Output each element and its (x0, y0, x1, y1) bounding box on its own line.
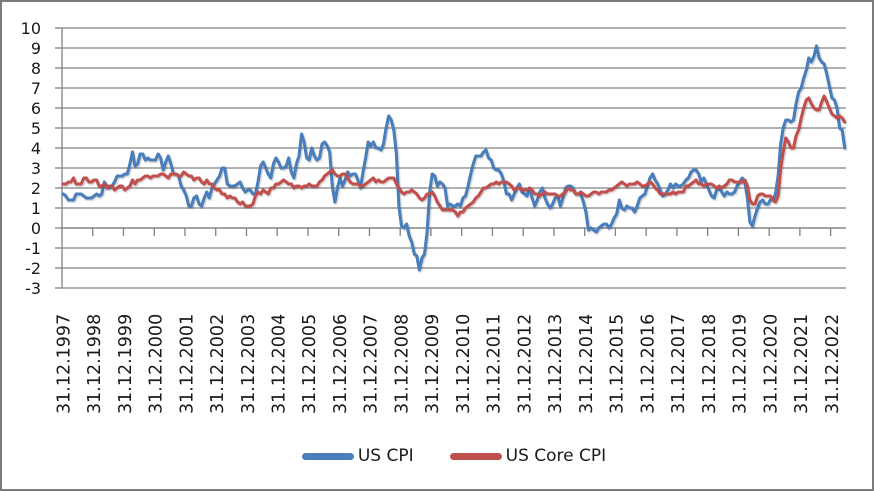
y-axis-label: 9 (31, 39, 41, 58)
x-axis-label: 31.12.2009 (423, 314, 443, 414)
x-axis-label: 31.12.2005 (300, 314, 320, 414)
x-axis-label: 31.12.2001 (177, 314, 197, 414)
x-axis-label: 31.12.2018 (700, 314, 720, 414)
legend-item-us-cpi: US CPI (301, 446, 414, 466)
x-axis-label: 31.12.2000 (147, 314, 167, 414)
x-axis-label: 31.12.2021 (792, 314, 812, 414)
x-axis-label: 31.12.2017 (669, 314, 689, 414)
y-axis-label: 4 (31, 139, 41, 158)
y-axis-label: 10 (21, 19, 41, 38)
y-axis-label: 0 (31, 219, 41, 238)
y-axis-label: 6 (31, 99, 41, 118)
x-axis-label: 31.12.2015 (608, 314, 628, 414)
x-axis-label: 31.12.2019 (731, 314, 751, 414)
x-axis-label: 31.12.2013 (546, 314, 566, 414)
x-axis-label: 31.12.2022 (823, 314, 843, 414)
y-axis-label: 3 (31, 159, 41, 178)
us-cpi-legend-label: US CPI (357, 446, 414, 466)
us-cpi-line-swatch (301, 452, 354, 460)
legend-item-us-core-cpi: US Core CPI (449, 446, 607, 466)
x-axis-label: 31.12.2016 (638, 314, 658, 414)
x-axis-label: 31.12.2010 (454, 314, 474, 414)
x-axis-label: 31.12.2020 (761, 314, 781, 414)
y-axis-label: 7 (31, 79, 41, 98)
y-axis-label: 8 (31, 59, 41, 78)
us-core-cpi-line (61, 94, 847, 218)
x-axis-label: 31.12.2007 (362, 314, 382, 414)
us-core-cpi-line-swatch (449, 452, 502, 460)
y-axis-label: 5 (31, 119, 41, 138)
y-axis-label: -3 (25, 279, 41, 298)
x-axis-label: 31.12.2002 (208, 314, 228, 414)
x-axis-label: 31.12.2012 (515, 314, 535, 414)
x-axis-label: 31.12.1999 (116, 314, 136, 414)
x-axis-label: 31.12.1997 (54, 314, 74, 414)
x-axis-label: 31.12.2011 (485, 314, 505, 414)
legend: US CPI US Core CPI (62, 444, 846, 468)
us-core-cpi-legend-label: US Core CPI (505, 446, 607, 466)
us-cpi-line (61, 44, 847, 272)
y-axis-label: -2 (25, 259, 41, 278)
y-axis-label: 1 (31, 199, 41, 218)
y-axis-label: -1 (25, 239, 41, 258)
y-axis-label: 2 (31, 179, 41, 198)
x-axis-label: 31.12.2003 (239, 314, 259, 414)
x-axis-label: 31.12.2014 (577, 314, 597, 414)
x-axis-label: 31.12.2004 (269, 314, 289, 414)
x-axis-label: 31.12.2008 (392, 314, 412, 414)
x-axis-label: 31.12.1998 (85, 314, 105, 414)
x-axis-label: 31.12.2006 (331, 314, 351, 414)
